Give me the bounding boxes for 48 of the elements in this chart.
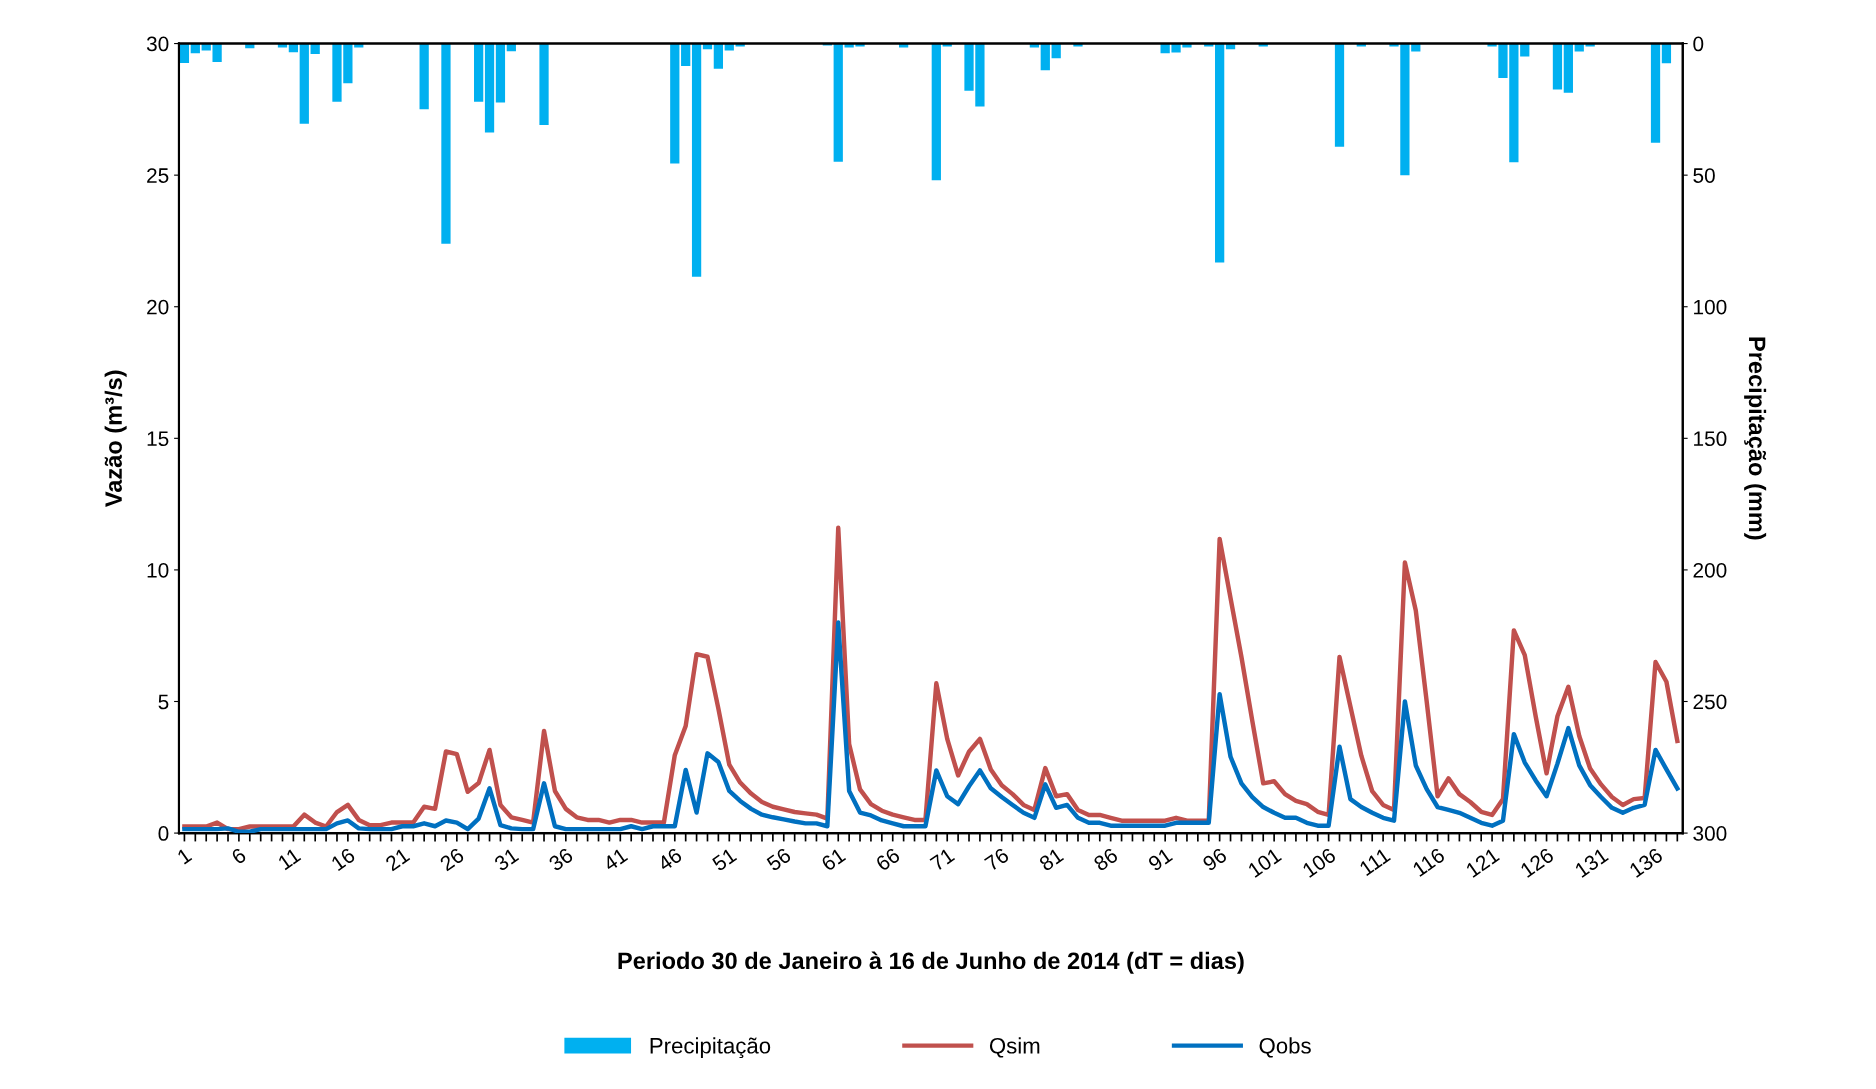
x-tick-label: 111 bbox=[1358, 847, 1391, 876]
y2-tick-label: 100 bbox=[1694, 299, 1727, 315]
x-tick-label: 16 bbox=[330, 847, 356, 872]
x-tick-label: 1 bbox=[176, 847, 193, 865]
y2-tick-label: 300 bbox=[1693, 826, 1727, 841]
legend-label: Qsim bbox=[989, 1037, 1040, 1058]
y2-tick-label: 250 bbox=[1693, 694, 1727, 710]
x-tick-label: 126 bbox=[1519, 847, 1555, 878]
x-tick-label: 31 bbox=[493, 847, 520, 872]
x-tick-label: 36 bbox=[547, 847, 574, 872]
x-tick-label: 56 bbox=[765, 847, 792, 872]
y2-tick-label: 200 bbox=[1693, 562, 1727, 578]
x-tick-label: 116 bbox=[1411, 847, 1446, 877]
x-tick-label: 106 bbox=[1301, 847, 1337, 878]
legend-label: Qobs bbox=[1259, 1037, 1311, 1058]
x-tick-label: 41 bbox=[602, 847, 629, 872]
y-tick-label: 15 bbox=[147, 431, 169, 447]
x-tick-label: 101 bbox=[1247, 847, 1283, 878]
y-axis-title: Vazão (m³/s) bbox=[104, 370, 127, 508]
x-tick-label: 71 bbox=[929, 847, 956, 872]
x-axis-title: Periodo 30 de Janeiro à 16 de Junho de 2014 (dT = dias) bbox=[618, 951, 1244, 974]
x-tick-label: 86 bbox=[1092, 847, 1119, 872]
x-tick-label: 51 bbox=[711, 847, 738, 872]
y2-tick-label: 0 bbox=[1693, 36, 1704, 52]
x-tick-label: 136 bbox=[1628, 847, 1664, 878]
x-tick-label: 81 bbox=[1038, 847, 1065, 872]
y-tick-label: 10 bbox=[147, 562, 169, 578]
x-tick-label: 6 bbox=[230, 847, 247, 865]
x-tick-label: 26 bbox=[439, 847, 465, 872]
x-tick-label: 91 bbox=[1147, 847, 1174, 872]
y-tick-label: 30 bbox=[146, 36, 169, 52]
y2-tick-label: 50 bbox=[1693, 168, 1715, 183]
y-tick-label: 5 bbox=[158, 694, 169, 710]
legend-label: Precipitação bbox=[650, 1037, 771, 1059]
x-tick-label: 131 bbox=[1574, 847, 1609, 878]
y-tick-label: 25 bbox=[147, 168, 169, 183]
y2-axis-title: Precipitação (mm) bbox=[1744, 337, 1767, 540]
x-tick-label: 76 bbox=[983, 847, 1010, 872]
x-tick-label: 11 bbox=[277, 847, 302, 871]
x-tick-label: 46 bbox=[656, 847, 683, 872]
x-tick-label: 21 bbox=[384, 847, 411, 872]
x-tick-label: 121 bbox=[1465, 847, 1500, 878]
y-tick-label: 0 bbox=[158, 826, 169, 841]
x-tick-label: 96 bbox=[1201, 847, 1228, 872]
x-tick-label: 66 bbox=[874, 847, 901, 872]
y-tick-label: 20 bbox=[147, 299, 169, 315]
y2-tick-label: 150 bbox=[1694, 431, 1727, 447]
x-tick-label: 61 bbox=[820, 847, 847, 872]
